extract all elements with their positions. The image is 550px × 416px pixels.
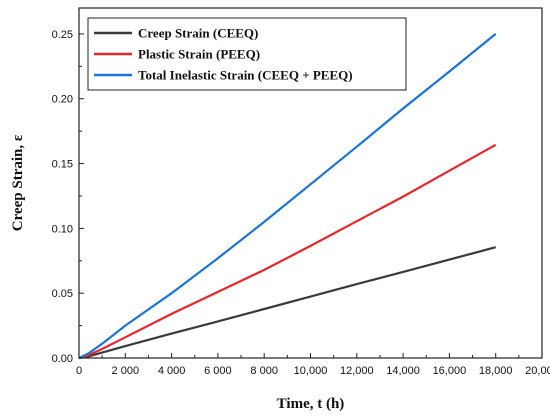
x-tick-label: 0 [76, 365, 82, 377]
x-tick-label: 10,000 [294, 365, 328, 377]
series-line-1 [78, 246, 496, 360]
series-layer [78, 33, 497, 360]
x-tick-label: 8 000 [250, 365, 278, 377]
y-tick-label: 0.15 [52, 159, 73, 171]
ticks-layer: 0 2 000 4 000 6 000 8 000 10,000 12,000 14,000 1… [52, 29, 550, 377]
x-tick-label: 6 000 [204, 365, 232, 377]
y-tick-label: 0.10 [52, 223, 73, 235]
legend-entry: Creep Strain (CEEQ) [138, 26, 258, 41]
series-line-2 [78, 143, 497, 360]
legend-entry: Total Inelastic Strain (CEEQ + PEEQ) [138, 68, 353, 83]
x-axis-title: Time, t (h) [277, 396, 345, 412]
y-tick-label: 0.05 [52, 288, 73, 300]
x-tick-label: 4 000 [158, 365, 186, 377]
x-tick-label: 18,000 [479, 365, 513, 377]
series-line-3 [78, 33, 497, 359]
x-tick-label: 16,000 [433, 365, 467, 377]
x-tick-label: 12,000 [340, 365, 374, 377]
legend: Creep Strain (CEEQ) Plastic Strain (PEEQ)… [87, 17, 407, 91]
y-tick-label: 0.00 [52, 353, 73, 365]
x-tick-label: 20,000 [525, 365, 550, 377]
legend-entry: Plastic Strain (PEEQ) [138, 47, 260, 62]
y-tick-label: 0.20 [52, 94, 73, 106]
legend-box [87, 17, 407, 91]
y-tick-label: 0.25 [52, 29, 73, 41]
x-tick-label: 2 000 [112, 365, 140, 377]
y-axis-title: Creep Strain, ε [10, 134, 26, 231]
x-tick-label: 14,000 [386, 365, 420, 377]
